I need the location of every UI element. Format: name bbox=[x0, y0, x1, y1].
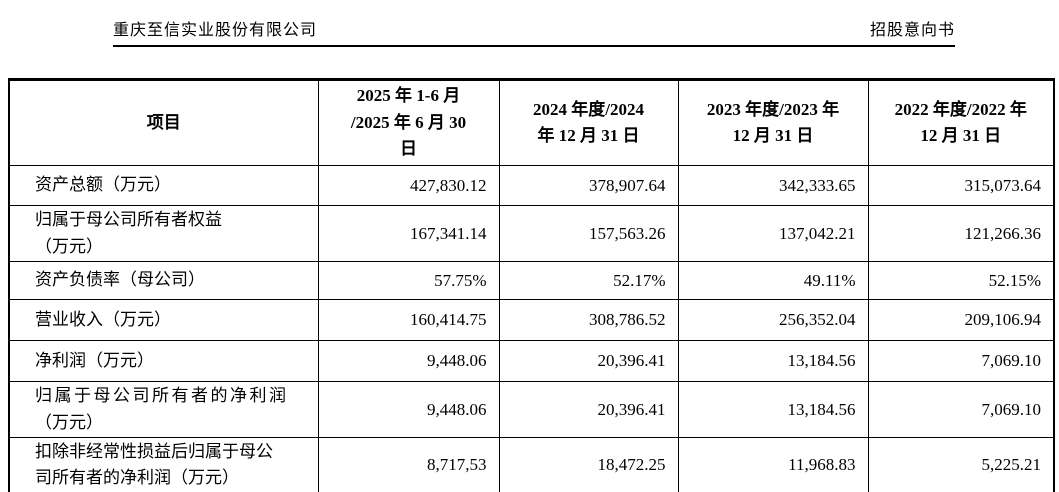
cell-value: 308,786.52 bbox=[498, 299, 679, 341]
document-title: 招股意向书 bbox=[869, 22, 955, 39]
row-label: 资产负债率（母公司） bbox=[8, 261, 319, 300]
cell-value: 49.11% bbox=[677, 261, 869, 300]
cell-value: 13,184.56 bbox=[677, 381, 869, 438]
row-label: 资产总额（万元） bbox=[8, 165, 319, 206]
table-row: 营业收入（万元） 160,414.75 308,786.52 256,352.04 20… bbox=[8, 299, 1055, 341]
table-row: 资产总额（万元） 427,830.12 378,907.64 342,333.65 31… bbox=[8, 165, 1055, 206]
table-body: 资产总额（万元） 427,830.12 378,907.64 342,333.65 31… bbox=[8, 165, 1055, 492]
table-row: 归属于母公司所有者权益 （万元） 167,341.14 157,563.26 137,… bbox=[8, 205, 1055, 262]
cell-value: 209,106.94 bbox=[867, 299, 1055, 341]
cell-value: 427,830.12 bbox=[317, 165, 500, 206]
company-name: 重庆至信实业股份有限公司 bbox=[113, 22, 318, 39]
cell-value: 52.15% bbox=[867, 261, 1055, 300]
table-header-row: 项目 2025 年 1-6 月 /2025 年 6 月 30 日 2024 年度/2… bbox=[8, 79, 1055, 166]
cell-value: 342,333.65 bbox=[677, 165, 869, 206]
table-row: 净利润（万元） 9,448.06 20,396.41 13,184.56 7,069.1… bbox=[8, 340, 1055, 382]
table-row: 资产负债率（母公司） 57.75% 52.17% 49.11% 52.15% bbox=[8, 261, 1055, 300]
table-row: 扣除非经常性损益后归属于母公 司所有者的净利润（万元） 8,717,53 18,47… bbox=[8, 436, 1055, 492]
column-header-period-1: 2025 年 1-6 月 /2025 年 6 月 30 日 bbox=[317, 79, 500, 166]
cell-value: 7,069.10 bbox=[867, 340, 1055, 382]
row-label: 扣除非经常性损益后归属于母公 司所有者的净利润（万元） bbox=[8, 436, 319, 492]
page-header: 重庆至信实业股份有限公司 招股意向书 bbox=[113, 16, 955, 47]
cell-value: 315,073.64 bbox=[867, 165, 1055, 206]
cell-value: 121,266.36 bbox=[867, 205, 1055, 262]
column-header-period-4: 2022 年度/2022 年 12 月 31 日 bbox=[867, 79, 1055, 166]
cell-value: 256,352.04 bbox=[677, 299, 869, 341]
column-header-item: 项目 bbox=[8, 79, 319, 166]
cell-value: 157,563.26 bbox=[498, 205, 679, 262]
cell-value: 5,225.21 bbox=[867, 436, 1055, 492]
cell-value: 18,472.25 bbox=[498, 436, 679, 492]
cell-value: 57.75% bbox=[317, 261, 500, 300]
cell-value: 7,069.10 bbox=[867, 381, 1055, 438]
cell-value: 11,968.83 bbox=[677, 436, 869, 492]
cell-value: 13,184.56 bbox=[677, 340, 869, 382]
cell-value: 8,717,53 bbox=[317, 436, 500, 492]
cell-value: 20,396.41 bbox=[498, 340, 679, 382]
cell-value: 378,907.64 bbox=[498, 165, 679, 206]
cell-value: 20,396.41 bbox=[498, 381, 679, 438]
cell-value: 9,448.06 bbox=[317, 340, 500, 382]
cell-value: 137,042.21 bbox=[677, 205, 869, 262]
cell-value: 167,341.14 bbox=[317, 205, 500, 262]
table-row: 归属于母公司所有者的净利润 （万元） 9,448.06 20,396.41 13,18… bbox=[8, 381, 1055, 438]
row-label: 净利润（万元） bbox=[8, 340, 319, 382]
cell-value: 52.17% bbox=[498, 261, 679, 300]
column-header-period-3: 2023 年度/2023 年 12 月 31 日 bbox=[677, 79, 869, 166]
financial-summary-table: 项目 2025 年 1-6 月 /2025 年 6 月 30 日 2024 年度/2… bbox=[8, 78, 1055, 492]
row-label: 归属于母公司所有者的净利润 （万元） bbox=[8, 381, 319, 438]
cell-value: 9,448.06 bbox=[317, 381, 500, 438]
row-label: 营业收入（万元） bbox=[8, 299, 319, 341]
cell-value: 160,414.75 bbox=[317, 299, 500, 341]
column-header-period-2: 2024 年度/2024 年 12 月 31 日 bbox=[498, 79, 679, 166]
row-label: 归属于母公司所有者权益 （万元） bbox=[8, 205, 319, 262]
